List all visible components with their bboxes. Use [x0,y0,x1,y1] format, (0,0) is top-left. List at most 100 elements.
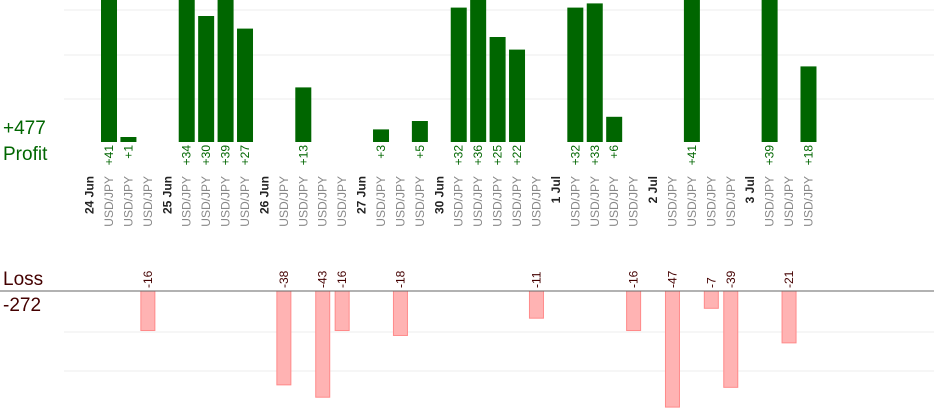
category-labels: 24 Jun 25 Jun 26 Jun 27 Jun 30 Jun 1 Jul 2 Jul… [83,176,816,227]
pair-label: USD/JPY [529,176,543,227]
loss-bar [315,290,331,398]
pair-label: USD/JPY [374,176,388,227]
pair-label: USD/JPY [141,176,155,227]
pair-label: USD/JPY [685,176,699,227]
pair-label: USD/JPY [763,176,777,227]
profit-bar [509,49,526,142]
value-label: -16 [335,270,349,288]
loss-bar [781,290,797,344]
value-label: -43 [316,270,330,288]
pair-label: USD/JPY [452,176,466,227]
pair-label: USD/JPY [704,176,718,227]
profit-bar [101,0,117,142]
pair-label: USD/JPY [219,176,233,227]
pair-label: USD/JPY [588,176,602,227]
loss-bar [664,290,680,408]
profit-bar [489,37,506,142]
loss-bar [392,290,408,336]
value-label: +5 [413,145,427,159]
value-label: -47 [665,270,679,288]
loss-bar [334,290,350,332]
profit-label: Profit [3,144,48,165]
profit-bar [411,121,428,142]
value-label: +18 [801,145,815,166]
pair-label: USD/JPY [471,176,485,227]
value-label: +34 [180,145,194,166]
value-label: -11 [529,271,543,288]
date-label: 3 Jul [743,176,757,203]
value-label: +3 [374,145,388,159]
profit-bar [761,0,778,142]
profit-bar [198,16,215,142]
loss-total: -272 [3,295,42,316]
date-label: 25 Jun [160,176,174,214]
date-label: 24 Jun [83,176,97,214]
value-label: +6 [607,145,621,159]
pair-label: USD/JPY [121,176,135,227]
pair-label: USD/JPY [510,176,524,227]
profit-bar [373,129,390,142]
date-label: 27 Jun [355,176,369,214]
value-label: -16 [627,270,641,288]
pair-label: USD/JPY [724,176,738,227]
pair-label: USD/JPY [627,176,641,227]
pair-label: USD/JPY [296,176,310,227]
pair-label: USD/JPY [801,176,815,227]
loss-bar [626,290,642,332]
pair-label: USD/JPY [607,176,621,227]
pair-label: USD/JPY [199,176,213,227]
pair-label: USD/JPY [782,176,796,227]
value-label: +41 [685,145,699,166]
pair-label: USD/JPY [393,176,407,227]
value-label: +39 [763,145,777,166]
pair-label: USD/JPY [665,176,679,227]
pair-label: USD/JPY [238,176,252,227]
loss-bar [723,290,739,388]
profit-bars [101,0,817,143]
loss-bar [528,290,544,319]
value-label: +1 [121,145,135,159]
pair-label: USD/JPY [335,176,349,227]
value-label: +36 [471,145,485,166]
value-label: -39 [724,270,738,288]
loss-bar [703,290,719,309]
value-label: +39 [219,145,233,166]
value-label: -38 [277,270,291,288]
value-labels: +41 +1 -16 +34 +30 +39 +27 -38 +13 -43 -16 +3 -18 +5 +… [102,145,815,288]
profit-bar [800,66,817,142]
profit-bar [606,116,623,142]
value-label: +27 [238,145,252,166]
profit-bar [567,7,584,142]
date-label: 30 Jun [432,176,446,214]
pair-label: USD/JPY [277,176,291,227]
value-label: +22 [510,145,524,166]
pair-label: USD/JPY [180,176,194,227]
profit-bar [237,28,254,143]
pair-label: USD/JPY [413,176,427,227]
profit-bar [450,7,467,142]
value-label: -18 [393,270,407,288]
value-label: +41 [102,145,116,166]
value-label: -7 [704,277,718,288]
value-label: -21 [782,270,796,288]
value-label: +13 [296,145,310,166]
profit-bar [295,87,312,142]
profit-bar [217,0,234,142]
profit-bar [470,0,487,142]
profit-bar [683,0,700,142]
date-label: 1 Jul [549,176,563,203]
pair-label: USD/JPY [316,176,330,227]
value-label: -16 [141,270,155,288]
profit-bar [586,3,603,143]
value-label: +32 [568,145,582,166]
date-label: 26 Jun [257,176,271,214]
profit-total: +477 [3,118,46,139]
date-label: 2 Jul [646,176,660,203]
loss-bar [140,290,156,332]
profit-bar [178,0,195,143]
pair-label: USD/JPY [568,176,582,227]
pair-label: USD/JPY [102,176,116,227]
value-label: +30 [199,145,213,166]
value-label: +32 [452,145,466,166]
